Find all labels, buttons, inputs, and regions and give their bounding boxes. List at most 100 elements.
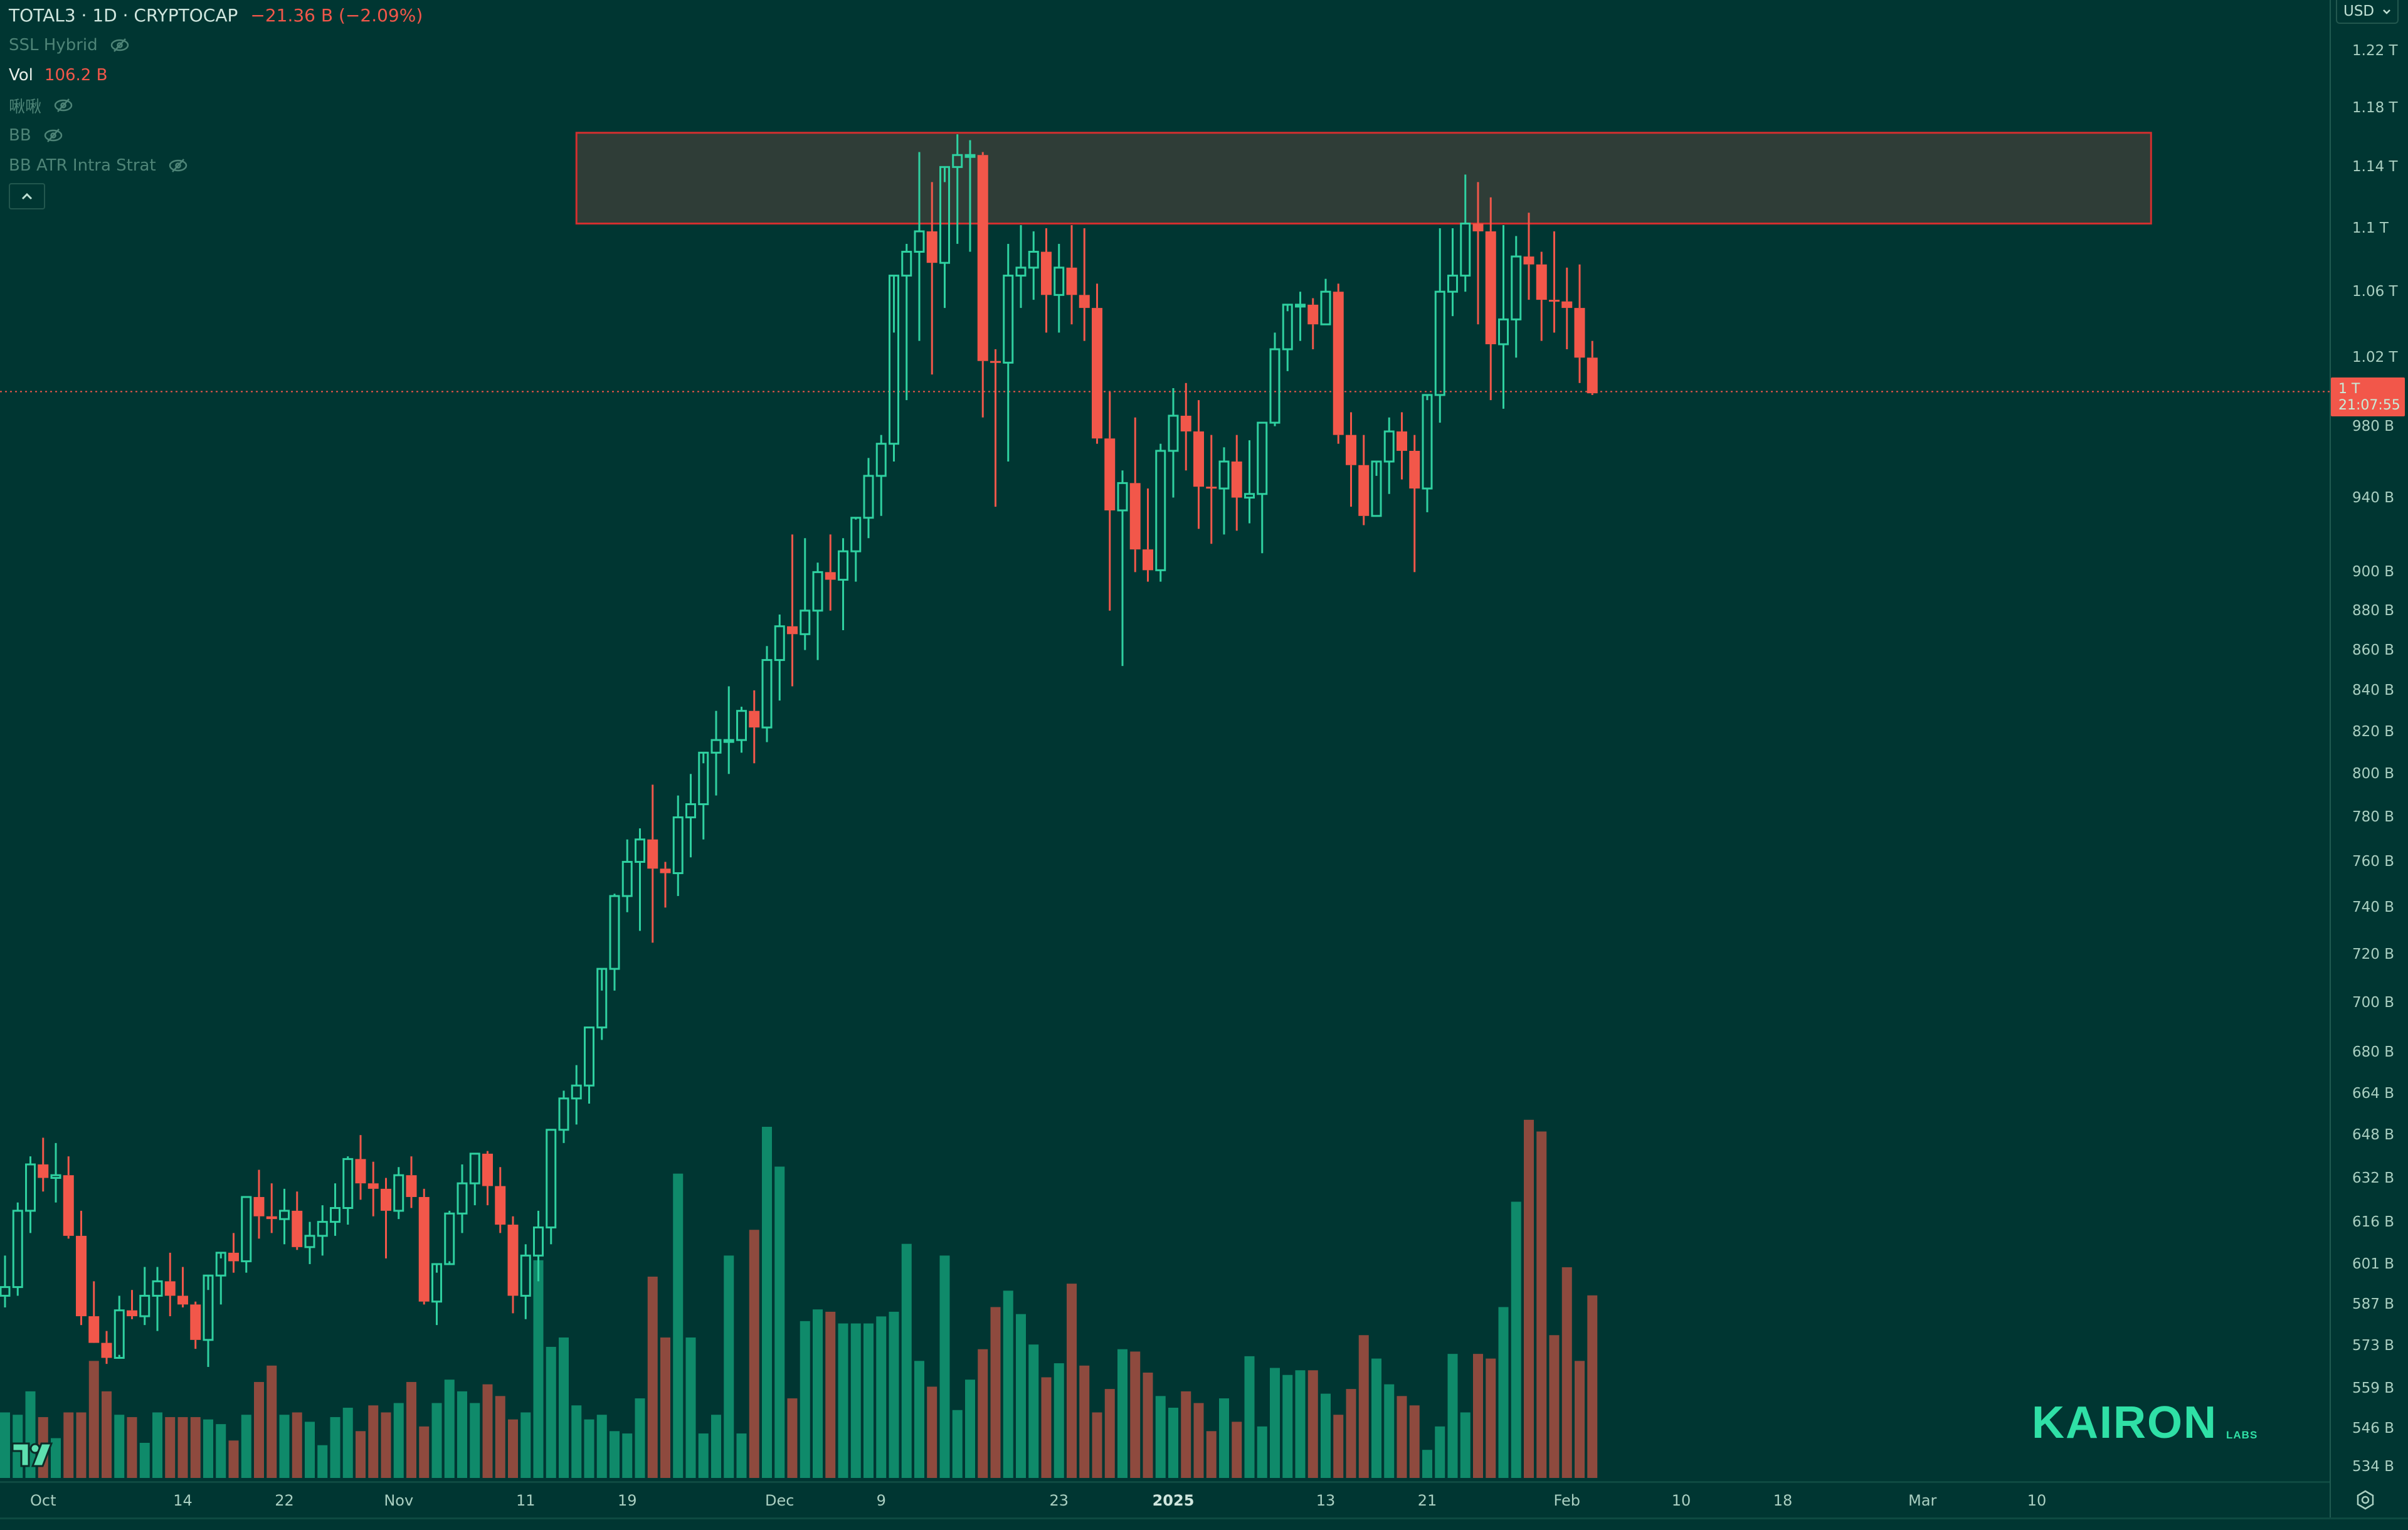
candle[interactable] — [1168, 388, 1179, 498]
candle[interactable] — [1307, 298, 1319, 349]
candle[interactable] — [63, 1156, 74, 1239]
eye-off-icon[interactable] — [43, 129, 64, 142]
candle[interactable] — [88, 1281, 100, 1343]
indicator-jiujiu[interactable]: 啾啾 — [9, 90, 423, 120]
candle[interactable] — [495, 1167, 506, 1233]
candle[interactable] — [12, 1202, 23, 1296]
candle[interactable] — [1333, 283, 1344, 444]
price-axis[interactable]: USD 1.22 T 1.18 T 1.14 T 1.1 T 1.06 T 1.02 T 9… — [2330, 0, 2408, 1528]
candle[interactable] — [469, 1153, 480, 1206]
candle[interactable] — [1206, 435, 1217, 544]
candle[interactable] — [304, 1221, 315, 1264]
candle[interactable] — [914, 152, 925, 341]
candle[interactable] — [1269, 332, 1281, 426]
candle[interactable] — [457, 1164, 468, 1233]
candle[interactable] — [1422, 394, 1433, 512]
candle[interactable] — [660, 862, 671, 908]
candle[interactable] — [736, 707, 747, 753]
candle[interactable] — [838, 538, 848, 631]
candle[interactable] — [241, 1196, 252, 1273]
candle[interactable] — [139, 1267, 150, 1326]
candle[interactable] — [800, 538, 811, 650]
collapse-legend-button[interactable] — [9, 183, 45, 209]
candle[interactable] — [1511, 236, 1522, 358]
candle[interactable] — [177, 1267, 188, 1308]
candle[interactable] — [114, 1295, 125, 1359]
candle[interactable] — [1003, 243, 1014, 462]
candle[interactable] — [558, 1090, 569, 1143]
symbol-title[interactable]: TOTAL3 · 1D · CRYPTOCAP — [9, 4, 238, 26]
candle[interactable] — [812, 562, 823, 660]
candle[interactable] — [977, 152, 988, 418]
eye-off-icon[interactable] — [167, 159, 189, 172]
candle[interactable] — [672, 795, 684, 896]
candle[interactable] — [1066, 225, 1077, 325]
candle[interactable] — [850, 517, 862, 582]
candle[interactable] — [926, 182, 937, 375]
candle[interactable] — [266, 1183, 277, 1233]
eye-off-icon[interactable] — [109, 38, 130, 52]
candle[interactable] — [507, 1216, 519, 1314]
candle[interactable] — [418, 1188, 430, 1305]
eye-off-icon[interactable] — [53, 98, 74, 112]
candle[interactable] — [1472, 182, 1484, 325]
candle[interactable] — [889, 275, 899, 462]
candle[interactable] — [584, 1026, 594, 1104]
candle[interactable] — [621, 839, 633, 912]
candle[interactable] — [482, 1151, 493, 1206]
candle[interactable] — [1358, 435, 1370, 525]
candle[interactable] — [1231, 435, 1242, 531]
candle[interactable] — [228, 1233, 239, 1273]
candle[interactable] — [1346, 412, 1356, 507]
candle[interactable] — [1434, 228, 1445, 423]
candle[interactable] — [1536, 251, 1547, 341]
candle[interactable] — [50, 1142, 61, 1203]
indicator-bb[interactable]: BB — [9, 120, 423, 150]
candle[interactable] — [330, 1183, 341, 1236]
candle[interactable] — [1523, 213, 1534, 300]
candle[interactable] — [1180, 382, 1191, 471]
candle[interactable] — [1587, 340, 1598, 395]
candle[interactable] — [1561, 267, 1573, 349]
candle[interactable] — [25, 1156, 36, 1233]
candle[interactable] — [901, 243, 912, 401]
candle[interactable] — [609, 894, 620, 991]
candle[interactable] — [1257, 421, 1268, 554]
symbol-row[interactable]: TOTAL3 · 1D · CRYPTOCAP −21.36 B (−2.09%… — [9, 0, 423, 30]
candle[interactable] — [444, 1210, 455, 1265]
candle[interactable] — [520, 1244, 531, 1319]
resistance-zone[interactable] — [575, 132, 2152, 225]
candle[interactable] — [1079, 228, 1090, 341]
candle[interactable] — [685, 774, 696, 858]
candle[interactable] — [101, 1331, 112, 1364]
candle[interactable] — [1028, 231, 1039, 300]
candle[interactable] — [1397, 412, 1407, 480]
candle[interactable] — [787, 534, 798, 687]
candle[interactable] — [342, 1156, 354, 1225]
candle[interactable] — [1244, 440, 1255, 524]
candle[interactable] — [127, 1290, 137, 1319]
candle[interactable] — [723, 686, 734, 774]
time-axis[interactable]: Oct 14 22 Nov 11 19 Dec 9 23 2025 13 21 Feb 10 18 Mar 10 — [0, 1481, 2330, 1521]
candle[interactable] — [1549, 231, 1560, 333]
candle[interactable] — [710, 710, 722, 796]
indicator-vol[interactable]: Vol 106.2 B — [9, 60, 423, 90]
candle[interactable] — [1155, 443, 1166, 582]
indicator-ssl-hybrid[interactable]: SSL Hybrid — [9, 30, 423, 60]
candle[interactable] — [393, 1167, 404, 1220]
candle[interactable] — [1409, 435, 1420, 572]
candle[interactable] — [406, 1156, 417, 1208]
candle[interactable] — [964, 140, 976, 252]
candle[interactable] — [698, 751, 709, 840]
candle[interactable] — [647, 784, 658, 943]
candle[interactable] — [1193, 400, 1204, 529]
candle[interactable] — [1295, 292, 1306, 341]
candle[interactable] — [546, 1129, 557, 1245]
candle[interactable] — [533, 1210, 544, 1282]
candle[interactable] — [1498, 225, 1509, 409]
candle[interactable] — [761, 646, 773, 742]
candle[interactable] — [1320, 278, 1331, 325]
candle[interactable] — [875, 435, 887, 516]
candle[interactable] — [990, 349, 1001, 507]
candle[interactable] — [38, 1137, 49, 1192]
